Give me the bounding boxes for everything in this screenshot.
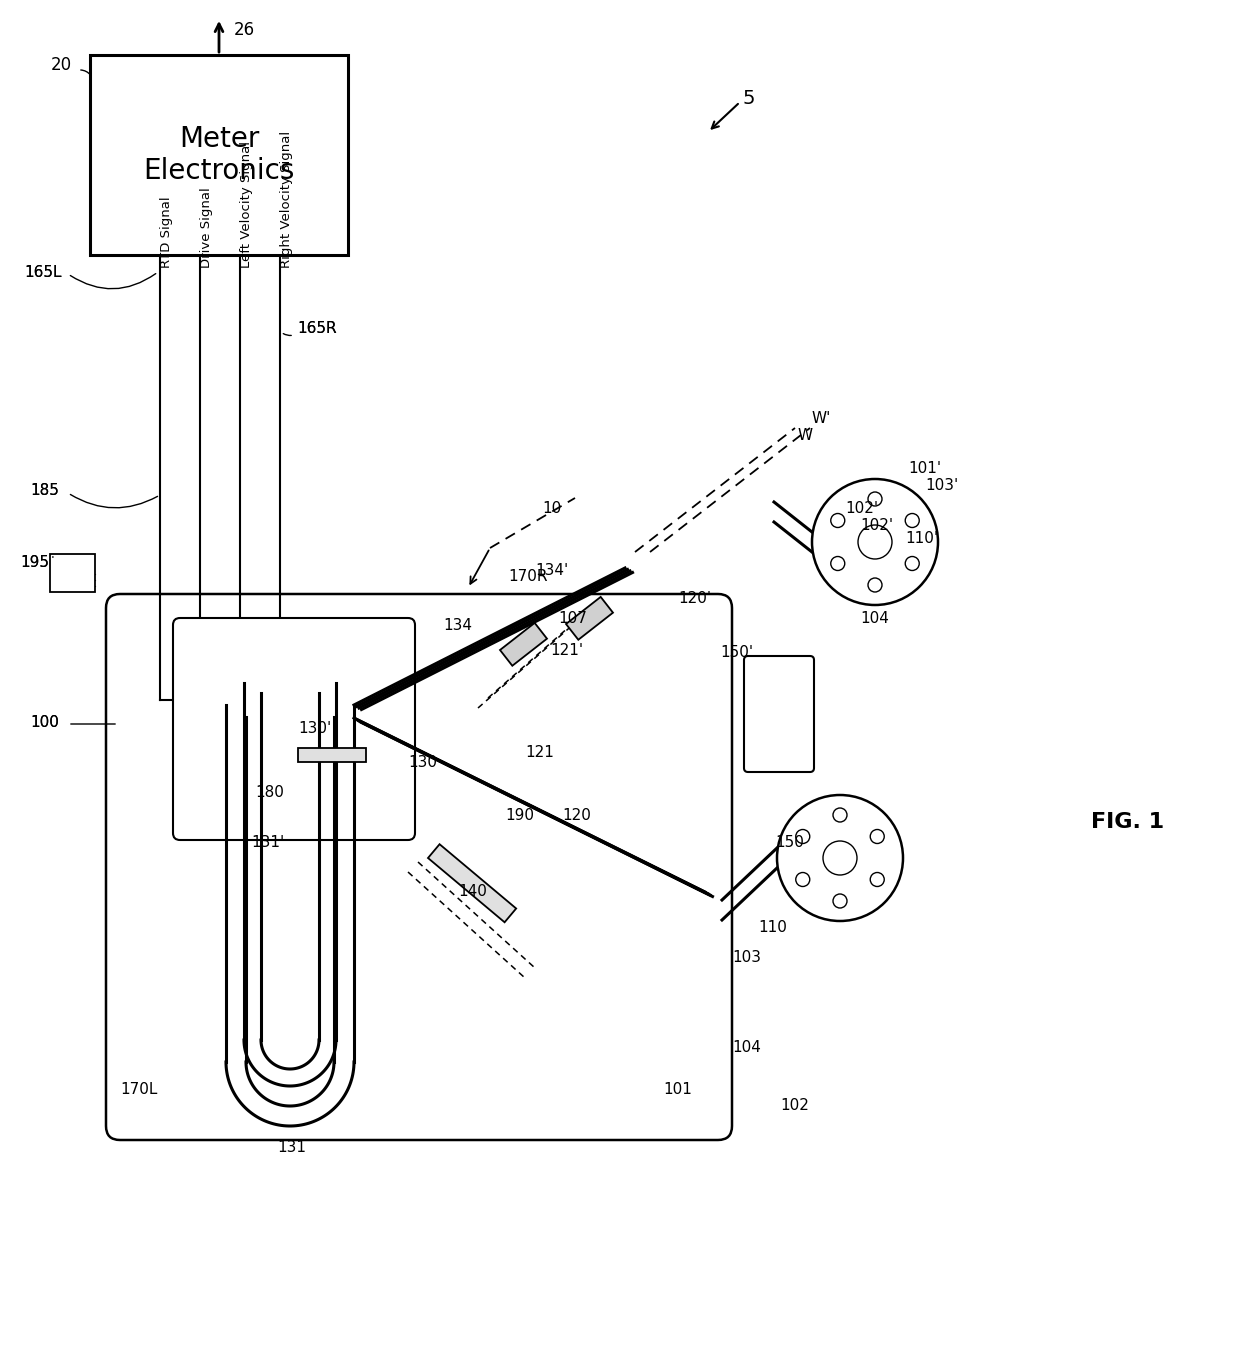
Text: 131: 131 [278, 1141, 306, 1155]
Circle shape [823, 841, 857, 875]
Text: 121': 121' [551, 642, 583, 657]
Text: 190: 190 [505, 807, 534, 822]
Circle shape [905, 557, 919, 570]
Bar [565, 597, 613, 640]
Circle shape [831, 513, 844, 528]
Text: 170R: 170R [508, 569, 548, 584]
Circle shape [833, 808, 847, 822]
Text: 103: 103 [732, 950, 761, 965]
Bar [500, 623, 547, 666]
FancyBboxPatch shape [744, 656, 813, 772]
Text: 102': 102' [861, 517, 893, 532]
Text: 134': 134' [534, 562, 568, 577]
Circle shape [796, 829, 810, 844]
Text: Left Velocity Signal: Left Velocity Signal [241, 142, 253, 268]
Text: 101': 101' [908, 460, 941, 475]
Text: 100: 100 [30, 715, 58, 729]
Text: FIG. 1: FIG. 1 [1091, 813, 1164, 832]
Circle shape [858, 525, 892, 559]
Text: 185: 185 [30, 483, 58, 498]
Circle shape [833, 894, 847, 908]
Text: 120': 120' [678, 591, 711, 606]
Text: 104: 104 [861, 611, 889, 626]
Text: 130': 130' [298, 720, 331, 735]
Circle shape [796, 872, 810, 886]
Text: 195: 195 [20, 554, 50, 569]
Text: 10: 10 [542, 501, 562, 516]
Circle shape [831, 557, 844, 570]
Text: 102': 102' [844, 501, 878, 516]
Text: 121: 121 [525, 744, 554, 759]
Text: 150: 150 [775, 834, 804, 849]
Text: W: W [799, 427, 813, 442]
Text: Right Velocity Signal: Right Velocity Signal [280, 131, 293, 268]
FancyBboxPatch shape [174, 618, 415, 840]
Text: 20: 20 [51, 56, 72, 73]
FancyBboxPatch shape [105, 593, 732, 1141]
Text: RTD Signal: RTD Signal [160, 196, 174, 268]
Text: 26: 26 [234, 20, 255, 39]
Text: 165R: 165R [298, 320, 336, 336]
Text: 134: 134 [443, 618, 472, 633]
Text: 120: 120 [562, 807, 591, 822]
Circle shape [870, 872, 884, 886]
Text: 102: 102 [780, 1098, 810, 1113]
Text: 101: 101 [663, 1082, 692, 1097]
Text: 165L: 165L [25, 264, 62, 279]
Text: 5: 5 [742, 88, 754, 108]
Text: 170L: 170L [120, 1082, 157, 1097]
Text: 110: 110 [758, 920, 787, 935]
Text: 165L: 165L [25, 264, 62, 279]
Text: W': W' [812, 411, 831, 426]
Bar [428, 844, 516, 923]
Text: 131': 131' [252, 834, 285, 849]
Bar [50, 554, 95, 592]
Circle shape [868, 491, 882, 506]
Text: 140: 140 [458, 885, 487, 900]
Text: 130: 130 [408, 754, 436, 769]
Text: 110': 110' [905, 531, 939, 546]
Text: 185: 185 [30, 483, 58, 498]
Circle shape [777, 795, 903, 921]
Bar [298, 749, 366, 762]
Text: 107: 107 [558, 611, 587, 626]
Text: Meter
Electronics: Meter Electronics [144, 125, 295, 185]
Text: 165R: 165R [298, 320, 336, 336]
Circle shape [870, 829, 884, 844]
Text: 150': 150' [720, 645, 753, 660]
Circle shape [868, 578, 882, 592]
Text: 195: 195 [20, 554, 50, 569]
Text: 100: 100 [30, 715, 58, 729]
Circle shape [905, 513, 919, 528]
Text: 104: 104 [732, 1041, 761, 1056]
Text: Drive Signal: Drive Signal [200, 188, 213, 268]
Circle shape [812, 479, 937, 606]
Text: 180: 180 [255, 784, 284, 799]
Text: 103': 103' [925, 478, 959, 493]
FancyBboxPatch shape [91, 54, 348, 255]
